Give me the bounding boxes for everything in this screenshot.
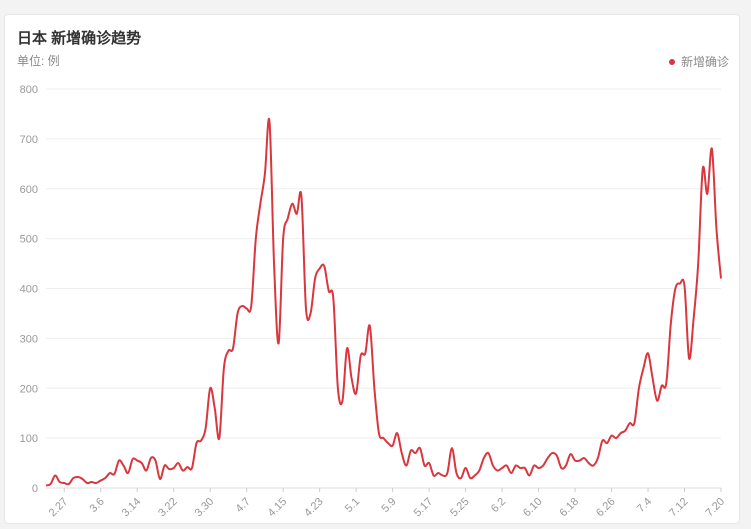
x-tick-label: 2.27 xyxy=(47,496,71,520)
x-tick-label: 7.4 xyxy=(635,496,654,515)
chart-card xyxy=(4,14,740,524)
legend-label: 新增确诊 xyxy=(680,55,729,69)
y-tick-label: 500 xyxy=(20,234,38,246)
x-tick-label: 7.12 xyxy=(667,496,691,520)
x-tick-label: 6.26 xyxy=(594,496,618,520)
grid-lines xyxy=(46,88,721,489)
y-tick-label: 300 xyxy=(20,333,38,345)
x-axis: 2.27 3.6 3.14 3.22 3.30 4.7 4.15 4.23 5.1 5.9 5.17… xyxy=(47,488,727,519)
y-axis: 0 100 200 300 400 500 600 700 800 xyxy=(20,84,38,495)
x-tick-label: 4.15 xyxy=(266,496,290,520)
x-tick-label: 6.10 xyxy=(521,496,545,520)
x-tick-label: 3.30 xyxy=(193,496,217,520)
x-tick-label: 6.2 xyxy=(489,496,508,515)
y-tick-label: 800 xyxy=(20,84,38,96)
x-tick-label: 3.14 xyxy=(120,496,144,520)
unit-label: 单位: 例 xyxy=(17,54,60,68)
series-group xyxy=(45,117,722,487)
x-tick-label: 5.25 xyxy=(448,496,472,520)
legend[interactable]: 新增确诊 xyxy=(668,53,729,70)
x-tick-label: 3.22 xyxy=(156,496,180,520)
y-tick-label: 100 xyxy=(20,433,38,445)
x-tick-label: 6.18 xyxy=(558,496,582,520)
x-tick-label: 4.7 xyxy=(233,496,252,515)
x-tick-label: 5.1 xyxy=(343,496,362,515)
x-tick-label: 3.6 xyxy=(88,496,107,515)
series-line-new-confirmed[interactable] xyxy=(45,117,722,487)
legend-dot xyxy=(668,58,675,65)
x-tick-label: 5.9 xyxy=(379,496,398,515)
y-tick-label: 600 xyxy=(20,184,38,196)
x-tick-label: 4.23 xyxy=(302,496,326,520)
x-tick-label: 5.17 xyxy=(412,496,436,520)
y-tick-label: 700 xyxy=(20,134,38,146)
y-tick-label: 200 xyxy=(20,383,38,395)
x-tick-label: 7.20 xyxy=(703,496,727,520)
chart-title: 日本 新增确诊趋势 xyxy=(17,30,142,47)
y-tick-label: 0 xyxy=(32,483,38,495)
y-tick-label: 400 xyxy=(20,284,38,296)
